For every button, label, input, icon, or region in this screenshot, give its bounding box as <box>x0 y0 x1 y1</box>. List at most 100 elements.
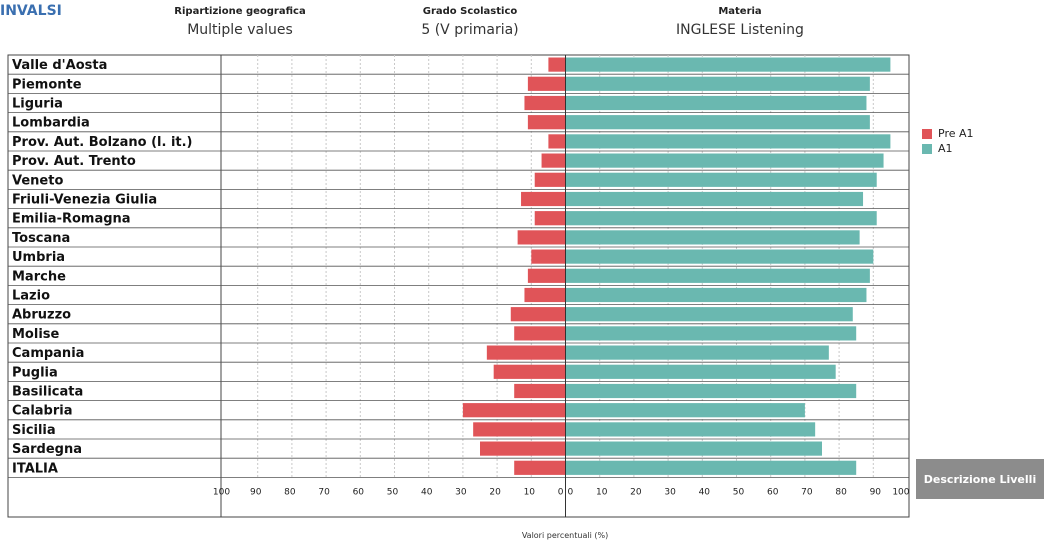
tick-label: 60 <box>767 487 779 497</box>
tick-label: 50 <box>387 487 399 497</box>
filter-ripartizione[interactable]: Ripartizione geografica Multiple values <box>150 6 330 38</box>
row-label: Friuli-Venezia Giulia <box>12 193 157 208</box>
bar-a1[interactable] <box>565 441 823 456</box>
bar-a1[interactable] <box>565 326 857 341</box>
filter-value[interactable]: 5 (V primaria) <box>421 22 519 38</box>
bar-a1[interactable] <box>565 172 877 187</box>
row-label: Prov. Aut. Bolzano (l. it.) <box>12 135 193 150</box>
bar-a1[interactable] <box>565 268 870 283</box>
bar-pre-a1[interactable] <box>514 326 566 341</box>
row-label: Basilicata <box>12 385 83 400</box>
filter-grado[interactable]: Grado Scolastico 5 (V primaria) <box>390 6 550 38</box>
bar-a1[interactable] <box>565 422 816 437</box>
tick-label: 50 <box>733 487 745 497</box>
tick-label: 100 <box>213 487 230 497</box>
tick-label: 0 <box>558 487 564 497</box>
row-label: Piemonte <box>12 77 82 92</box>
bar-a1[interactable] <box>565 95 867 111</box>
bar-a1[interactable] <box>565 383 857 399</box>
bar-a1[interactable] <box>565 460 857 475</box>
bar-a1[interactable] <box>565 307 853 322</box>
bar-a1[interactable] <box>565 249 874 264</box>
filter-value[interactable]: Multiple values <box>187 22 293 38</box>
tick-label: 0 <box>568 487 574 497</box>
bar-pre-a1[interactable] <box>534 211 566 226</box>
bar-a1[interactable] <box>565 76 870 91</box>
row-label: Sardegna <box>12 442 82 457</box>
filter-label: Materia <box>718 6 762 17</box>
bar-a1[interactable] <box>565 153 884 168</box>
tick-label: 30 <box>664 487 676 497</box>
bar-pre-a1[interactable] <box>480 441 566 456</box>
bar-pre-a1[interactable] <box>527 115 566 130</box>
tick-label: 100 <box>892 487 909 497</box>
bar-pre-a1[interactable] <box>517 230 566 245</box>
bar-pre-a1[interactable] <box>534 172 566 187</box>
tick-label: 80 <box>835 487 847 497</box>
filter-label: Ripartizione geografica <box>174 6 306 17</box>
bar-pre-a1[interactable] <box>548 57 566 72</box>
bar-a1[interactable] <box>565 211 877 226</box>
legend-item-a1: A1 <box>922 141 974 156</box>
row-label: Sicilia <box>12 423 56 438</box>
row-label: Liguria <box>12 97 63 112</box>
legend: Pre A1 A1 <box>922 126 974 156</box>
tick-label: 40 <box>421 487 433 497</box>
descrizione-livelli-button[interactable]: Descrizione Livelli <box>916 459 1044 499</box>
filter-value[interactable]: INGLESE Listening <box>676 22 804 38</box>
row-label: Campania <box>12 346 84 361</box>
bar-a1[interactable] <box>565 115 870 130</box>
bar-pre-a1[interactable] <box>473 422 566 437</box>
tick-label: 80 <box>284 487 296 497</box>
bar-pre-a1[interactable] <box>462 403 566 418</box>
row-label: Molise <box>12 327 60 342</box>
bar-pre-a1[interactable] <box>541 153 566 168</box>
row-label: Prov. Aut. Trento <box>12 154 136 169</box>
tick-label: 30 <box>455 487 467 497</box>
row-label: Calabria <box>12 404 73 419</box>
row-label: Umbria <box>12 250 65 265</box>
brand-logo: INVALSI <box>0 3 62 19</box>
tick-label: 10 <box>596 487 608 497</box>
row-label: Veneto <box>12 173 63 188</box>
row-label: Abruzzo <box>12 308 71 323</box>
row-label: ITALIA <box>12 461 58 476</box>
legend-label: A1 <box>938 142 953 155</box>
x-axis-title: Valori percentuali (%) <box>521 531 609 540</box>
bar-pre-a1[interactable] <box>527 76 566 91</box>
bar-pre-a1[interactable] <box>524 95 566 111</box>
bar-a1[interactable] <box>565 287 867 303</box>
bar-pre-a1[interactable] <box>521 191 566 207</box>
bar-pre-a1[interactable] <box>493 364 566 379</box>
filter-label: Grado Scolastico <box>422 6 518 17</box>
bar-a1[interactable] <box>565 364 836 379</box>
row-label: Puglia <box>12 365 58 380</box>
tick-label: 90 <box>870 487 882 497</box>
tick-label: 70 <box>801 487 813 497</box>
bar-a1[interactable] <box>565 230 860 245</box>
bar-pre-a1[interactable] <box>524 287 566 303</box>
legend-swatch <box>922 143 932 154</box>
bar-a1[interactable] <box>565 191 864 207</box>
bar-pre-a1[interactable] <box>514 460 566 475</box>
chart-frame <box>7 54 910 518</box>
row-label: Marche <box>12 269 66 284</box>
bar-pre-a1[interactable] <box>486 345 566 360</box>
bar-pre-a1[interactable] <box>531 249 566 264</box>
tick-label: 70 <box>318 487 330 497</box>
bar-pre-a1[interactable] <box>548 134 566 149</box>
filter-materia[interactable]: Materia INGLESE Listening <box>650 6 830 38</box>
row-label: Lombardia <box>12 116 90 131</box>
bar-pre-a1[interactable] <box>510 307 566 322</box>
bar-pre-a1[interactable] <box>514 383 566 399</box>
tick-label: 40 <box>699 487 711 497</box>
bar-a1[interactable] <box>565 403 805 418</box>
bar-a1[interactable] <box>565 57 891 72</box>
legend-swatch <box>922 128 932 139</box>
row-label: Lazio <box>12 289 50 304</box>
row-label: Toscana <box>12 231 70 246</box>
bar-a1[interactable] <box>565 345 829 360</box>
legend-item-pre-a1: Pre A1 <box>922 126 974 141</box>
bar-a1[interactable] <box>565 134 891 149</box>
bar-pre-a1[interactable] <box>527 268 566 283</box>
